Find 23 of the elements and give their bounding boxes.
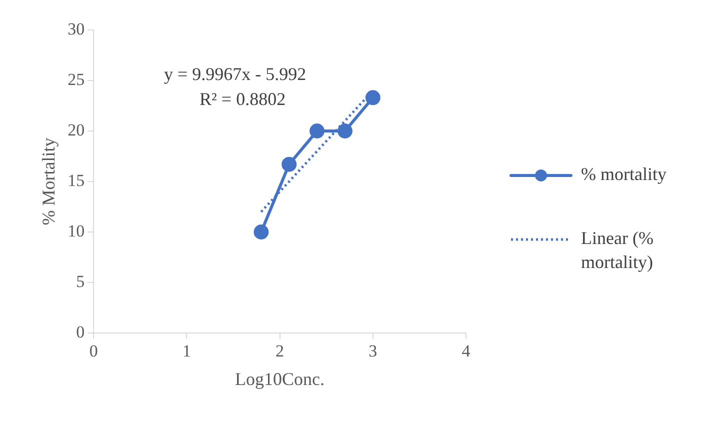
y-tick-label: 5 — [76, 272, 85, 291]
point — [365, 90, 380, 106]
point — [282, 156, 297, 172]
x-tick-label: 2 — [276, 342, 284, 361]
legend-label: % mortality — [581, 164, 666, 184]
point — [337, 124, 352, 138]
legend-label: Linear (% mortality) — [581, 228, 654, 272]
y-tick-label: 30 — [68, 19, 85, 38]
x-tick-label: 4 — [462, 342, 471, 361]
x-tick-label: 3 — [368, 342, 378, 361]
point — [254, 224, 269, 240]
x-tick-label: 0 — [89, 342, 98, 361]
y-axis-title: % Mortality — [38, 138, 59, 226]
y-tick-label: 15 — [68, 170, 85, 190]
y-tick-label: 10 — [68, 221, 85, 240]
annotation: R² = 0.8802 — [200, 89, 286, 110]
y-tick-label: 20 — [68, 120, 85, 140]
y-tick-label: 25 — [68, 70, 85, 89]
y-tick-label: 0 — [76, 322, 85, 342]
x-axis-title: Log10Conc. — [235, 368, 325, 389]
x-tick-label: 1 — [182, 342, 191, 361]
point — [310, 124, 325, 138]
annotation: y = 9.9967x - 5.992 — [164, 64, 306, 84]
